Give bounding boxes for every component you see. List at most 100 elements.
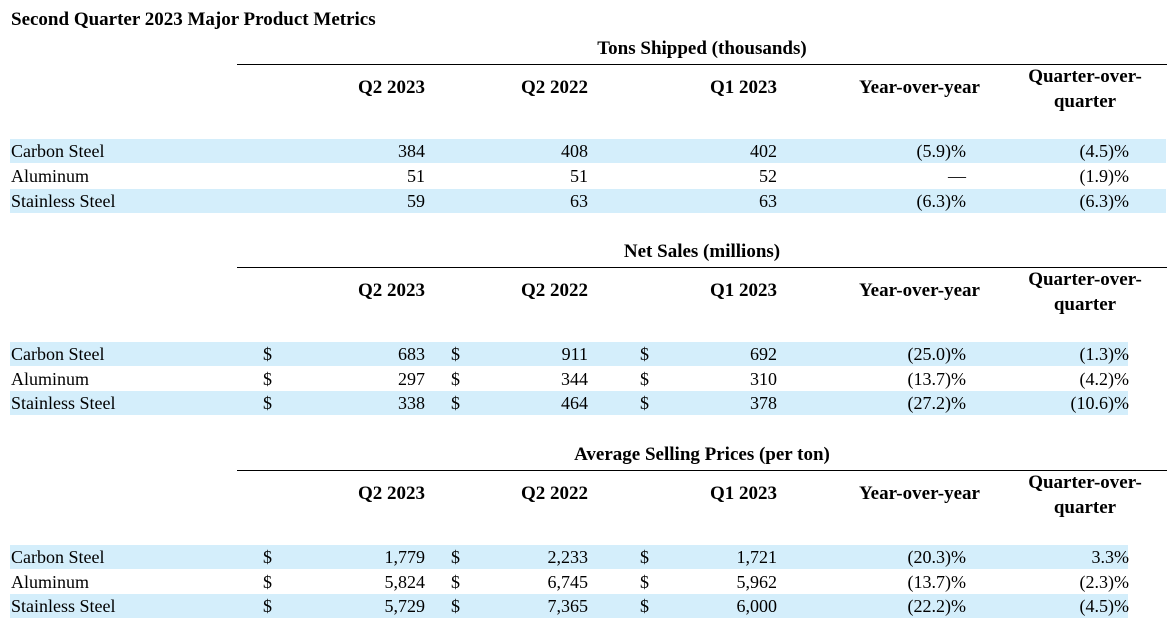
col-header-q2-2022: Q2 2022 [520, 483, 588, 504]
col-header-yoy: Year-over-year [859, 483, 980, 504]
cell-q2-2022: 2,233 [547, 547, 589, 567]
col-header-qoq-line1: Quarter-over- [1028, 472, 1142, 493]
cell-q1-2023: 310 [750, 369, 777, 389]
currency-symbol: $ [451, 344, 460, 364]
cell-q1-2023: 402 [750, 141, 777, 161]
col-header-qoq-line1: Quarter-over- [1028, 66, 1142, 87]
cell-qoq: 3.3% [1091, 547, 1130, 567]
col-header-qoq: Quarter-over- quarter [1010, 64, 1160, 114]
row-label: Carbon Steel [11, 547, 105, 567]
currency-symbol: $ [451, 393, 460, 413]
col-header-qoq-line2: quarter [1053, 497, 1117, 518]
cell-q2-2022: 408 [561, 141, 588, 161]
col-header-yoy: Year-over-year [859, 77, 980, 98]
cell-qoq: (2.3)% [1079, 572, 1129, 592]
col-header-qoq-line1: Quarter-over- [1028, 269, 1142, 290]
cell-q2-2023: 683 [398, 344, 425, 364]
currency-symbol: $ [263, 393, 272, 413]
cell-q2-2023: 5,824 [384, 572, 426, 592]
col-header-qoq-line2: quarter [1053, 294, 1117, 315]
currency-symbol: $ [640, 547, 649, 567]
cell-yoy: — [948, 166, 966, 186]
section-rule [237, 64, 1167, 65]
cell-q2-2023: 51 [407, 166, 425, 186]
cell-q2-2023: 59 [407, 191, 425, 211]
cell-q2-2022: 344 [561, 369, 588, 389]
cell-q1-2023: 5,962 [736, 572, 778, 592]
cell-qoq: (4.5)% [1079, 596, 1129, 616]
currency-symbol: $ [263, 547, 272, 567]
currency-symbol: $ [640, 344, 649, 364]
currency-symbol: $ [263, 572, 272, 592]
cell-qoq: (10.6)% [1070, 393, 1129, 413]
cell-q2-2022: 911 [561, 344, 588, 364]
currency-symbol: $ [640, 572, 649, 592]
cell-yoy: (25.0)% [907, 344, 966, 364]
currency-symbol: $ [640, 393, 649, 413]
col-header-qoq: Quarter-over- quarter [1010, 267, 1160, 317]
cell-q2-2023: 5,729 [384, 596, 426, 616]
section-title: Net Sales (millions) [623, 241, 781, 262]
row-label: Stainless Steel [11, 596, 116, 616]
cell-yoy: (27.2)% [907, 393, 966, 413]
row-label: Aluminum [11, 572, 90, 592]
col-header-qoq: Quarter-over- quarter [1010, 470, 1160, 520]
col-header-qoq-line2: quarter [1053, 91, 1117, 112]
col-header-q2-2023: Q2 2023 [357, 280, 425, 301]
cell-q2-2022: 63 [570, 191, 588, 211]
page-title: Second Quarter 2023 Major Product Metric… [11, 9, 376, 30]
currency-symbol: $ [451, 572, 460, 592]
cell-qoq: (1.9)% [1079, 166, 1129, 186]
section-title: Average Selling Prices (per ton) [574, 444, 830, 465]
currency-symbol: $ [451, 369, 460, 389]
cell-q1-2023: 6,000 [736, 596, 778, 616]
row-label: Carbon Steel [11, 141, 105, 161]
cell-qoq: (1.3)% [1079, 344, 1129, 364]
row-label: Aluminum [11, 166, 90, 186]
col-header-q1-2023: Q1 2023 [709, 483, 777, 504]
col-header-q1-2023: Q1 2023 [709, 280, 777, 301]
col-header-q2-2023: Q2 2023 [357, 483, 425, 504]
cell-yoy: (13.7)% [907, 369, 966, 389]
currency-symbol: $ [451, 547, 460, 567]
cell-q2-2023: 338 [398, 393, 425, 413]
col-header-q2-2022: Q2 2022 [520, 77, 588, 98]
cell-qoq: (4.5)% [1079, 141, 1129, 161]
section-rule [237, 470, 1167, 471]
section-title: Tons Shipped (thousands) [597, 38, 807, 59]
cell-yoy: (13.7)% [907, 572, 966, 592]
cell-q1-2023: 692 [750, 344, 777, 364]
cell-yoy: (6.3)% [916, 191, 966, 211]
cell-q2-2022: 6,745 [547, 572, 589, 592]
col-header-q2-2022: Q2 2022 [520, 280, 588, 301]
cell-q1-2023: 1,721 [736, 547, 778, 567]
currency-symbol: $ [640, 596, 649, 616]
cell-yoy: (20.3)% [907, 547, 966, 567]
currency-symbol: $ [263, 344, 272, 364]
cell-yoy: (22.2)% [907, 596, 966, 616]
cell-q2-2023: 384 [398, 141, 425, 161]
currency-symbol: $ [640, 369, 649, 389]
currency-symbol: $ [263, 596, 272, 616]
col-header-q1-2023: Q1 2023 [709, 77, 777, 98]
cell-q1-2023: 63 [759, 191, 777, 211]
row-label: Carbon Steel [11, 344, 105, 364]
cell-q2-2022: 51 [570, 166, 588, 186]
currency-symbol: $ [263, 369, 272, 389]
currency-symbol: $ [451, 596, 460, 616]
row-label: Stainless Steel [11, 191, 116, 211]
cell-q2-2023: 1,779 [384, 547, 426, 567]
cell-yoy: (5.9)% [916, 141, 966, 161]
cell-q2-2023: 297 [398, 369, 425, 389]
cell-qoq: (6.3)% [1079, 191, 1129, 211]
cell-q1-2023: 52 [759, 166, 777, 186]
row-label: Stainless Steel [11, 393, 116, 413]
col-header-q2-2023: Q2 2023 [357, 77, 425, 98]
cell-q1-2023: 378 [750, 393, 777, 413]
cell-q2-2022: 464 [561, 393, 588, 413]
cell-qoq: (4.2)% [1079, 369, 1129, 389]
cell-q2-2022: 7,365 [547, 596, 589, 616]
row-label: Aluminum [11, 369, 90, 389]
col-header-yoy: Year-over-year [859, 280, 980, 301]
section-rule [237, 267, 1167, 268]
